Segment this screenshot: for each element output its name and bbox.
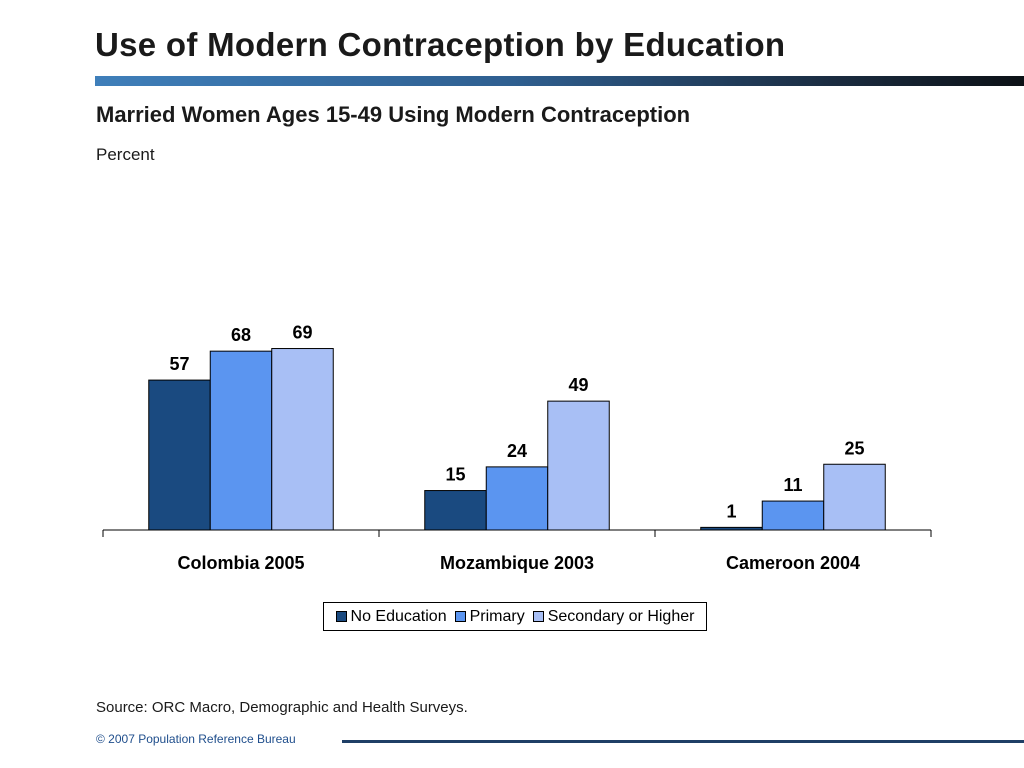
legend-item-secondary: Secondary or Higher xyxy=(532,607,695,626)
x-tick-label: Mozambique 2003 xyxy=(440,553,594,573)
chart-legend: No Education Primary Secondary or Higher xyxy=(323,602,707,631)
bar xyxy=(823,463,886,531)
source-note: Source: ORC Macro, Demographic and Healt… xyxy=(96,699,468,716)
bar xyxy=(761,500,825,531)
data-label: 69 xyxy=(292,323,312,343)
data-label: 24 xyxy=(507,441,527,461)
bar xyxy=(271,348,334,531)
footer-rule xyxy=(342,740,1024,743)
slide-title: Use of Modern Contraception by Education xyxy=(95,26,786,63)
bar xyxy=(424,490,487,531)
data-label: 57 xyxy=(169,354,189,374)
legend-label: No Education xyxy=(350,607,447,625)
bar xyxy=(209,350,273,531)
legend-swatch xyxy=(532,611,544,622)
x-tick-label: Cameroon 2004 xyxy=(726,553,860,573)
data-label: 1 xyxy=(726,501,736,521)
chart-unit-label: Percent xyxy=(96,145,155,164)
x-tick-label: Colombia 2005 xyxy=(177,553,304,573)
title-rule xyxy=(95,76,1024,86)
legend-swatch xyxy=(454,611,466,622)
bar xyxy=(547,400,610,531)
bar xyxy=(700,526,763,531)
data-label: 11 xyxy=(783,475,802,495)
legend-label: Primary xyxy=(469,607,525,625)
data-label: 68 xyxy=(231,325,251,345)
legend-item-no-education: No Education xyxy=(335,607,447,626)
data-label: 49 xyxy=(568,375,588,395)
copyright-text: © 2007 Population Reference Bureau xyxy=(96,732,296,746)
chart-title: Married Women Ages 15-49 Using Modern Co… xyxy=(96,102,691,127)
data-label: 15 xyxy=(445,465,465,485)
legend-item-primary: Primary xyxy=(454,607,525,626)
bar xyxy=(485,466,549,531)
bar xyxy=(148,379,211,531)
legend-label: Secondary or Higher xyxy=(547,607,695,625)
data-label: 25 xyxy=(844,438,864,458)
legend-swatch xyxy=(335,611,347,622)
